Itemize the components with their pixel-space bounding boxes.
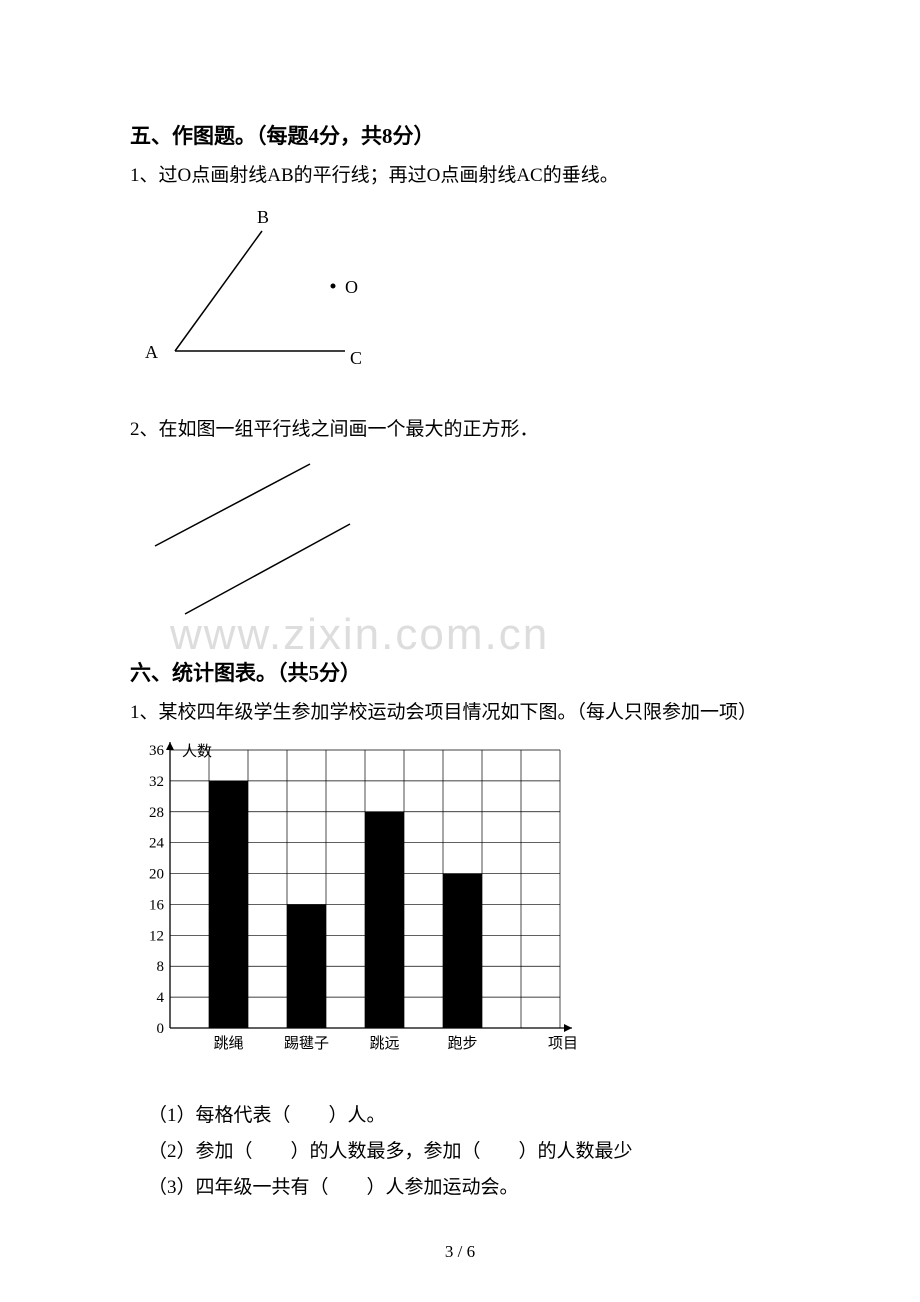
page-number: 3 / 6: [0, 1242, 920, 1262]
svg-text:36: 36: [149, 743, 165, 759]
q6-1-sub1: （1）每格代表（ ）人。: [148, 1101, 790, 1131]
svg-text:28: 28: [149, 804, 164, 820]
svg-text:项目: 项目: [548, 1035, 578, 1052]
svg-text:跳远: 跳远: [369, 1035, 399, 1052]
svg-text:20: 20: [149, 866, 164, 882]
svg-text:16: 16: [149, 897, 165, 913]
q5-1-text: 1、过O点画射线AB的平行线；再过O点画射线AC的垂线。: [130, 162, 790, 191]
svg-text:人数: 人数: [182, 743, 212, 760]
q6-1-sub2: （2）参加（ ）的人数最多，参加（ ）的人数最少: [148, 1137, 790, 1167]
svg-text:8: 8: [157, 959, 165, 975]
svg-text:12: 12: [149, 928, 164, 944]
q6-1-chart: 0 4 8 12 16 20 24 28 32 36 跳绳 踢毽子 跳远 跑步 人数项目: [130, 738, 790, 1073]
q6-1-sub3: （3）四年级一共有（ ）人参加运动会。: [148, 1173, 790, 1203]
svg-text:4: 4: [157, 990, 165, 1006]
label-O: O: [345, 277, 358, 297]
q5-2-figure: [130, 454, 790, 629]
q5-1-figure: A B C O: [130, 201, 790, 386]
q5-2-text: 2、在如图一组平行线之间画一个最大的正方形．: [130, 416, 790, 445]
section5-title: 五、作图题。（每题4分，共8分）: [130, 120, 790, 150]
label-C: C: [350, 348, 362, 368]
label-A: A: [145, 342, 158, 362]
svg-text:跑步: 跑步: [447, 1035, 477, 1052]
section6-title: 六、统计图表。（共5分）: [130, 657, 790, 687]
q6-1-text: 1、某校四年级学生参加学校运动会项目情况如下图。（每人只限参加一项）: [130, 699, 790, 728]
svg-text:踢毽子: 踢毽子: [284, 1035, 329, 1052]
label-B: B: [257, 207, 269, 227]
svg-text:32: 32: [149, 773, 164, 789]
svg-text:24: 24: [149, 835, 165, 851]
svg-text:跳绳: 跳绳: [213, 1035, 243, 1052]
svg-text:0: 0: [157, 1021, 165, 1037]
